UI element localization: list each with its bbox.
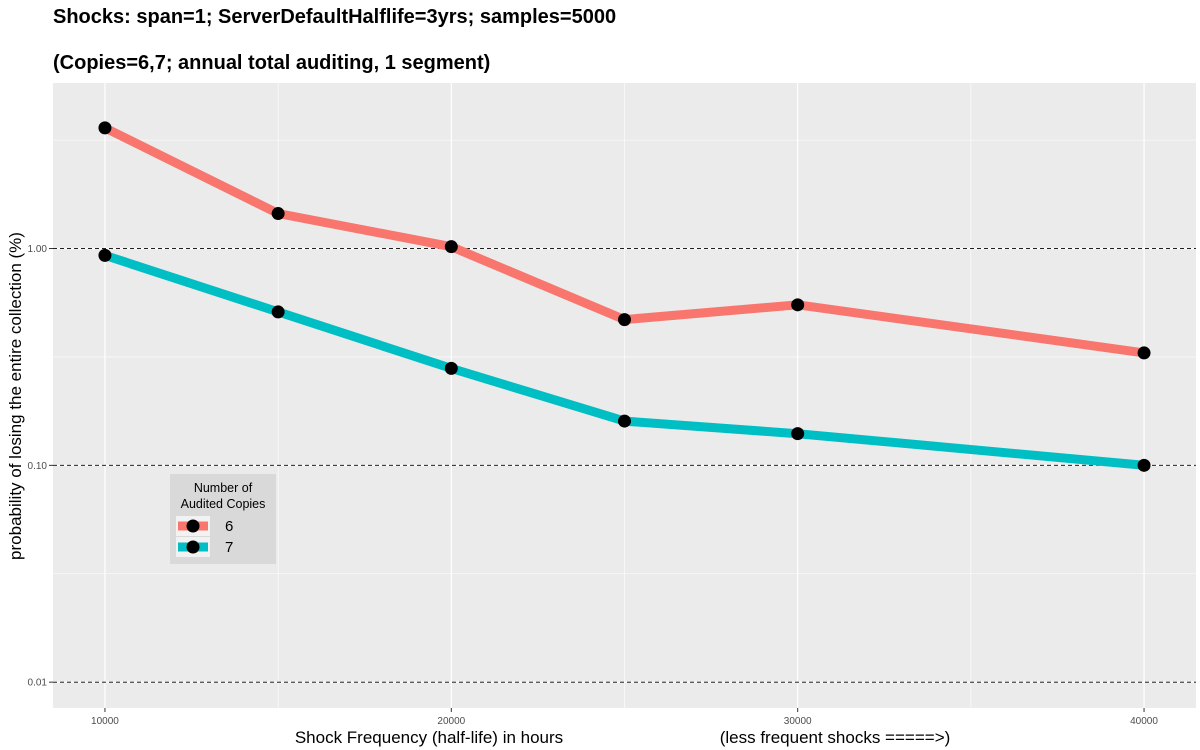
chart-title: Shocks: span=1; ServerDefaultHalflife=3y… xyxy=(53,6,617,28)
legend-title-line2: Audited Copies xyxy=(181,497,266,511)
legend-key-point-7 xyxy=(186,540,200,554)
data-point-7 xyxy=(271,305,285,319)
legend-label-6: 6 xyxy=(225,518,233,535)
x-axis-title: Shock Frequency (half-life) in hours xyxy=(295,728,563,747)
x-tick-label: 10000 xyxy=(91,716,119,727)
data-point-6 xyxy=(618,313,631,327)
x-tick-label: 20000 xyxy=(437,716,465,727)
series-line-7 xyxy=(103,251,1145,470)
x-axis-note: (less frequent shocks =====>) xyxy=(720,728,951,747)
legend-key-point-6 xyxy=(186,519,200,533)
data-point-6 xyxy=(98,121,112,135)
reference-lines xyxy=(53,248,1196,683)
y-axis-ticks: 0.01 0.10 1.00 xyxy=(28,244,53,689)
data-point-6 xyxy=(1137,346,1151,360)
data-point-7 xyxy=(1137,458,1151,472)
x-axis-ticks: 10000 20000 30000 40000 xyxy=(91,708,1158,727)
y-axis-title: probability of losing the entire collect… xyxy=(6,232,25,560)
data-point-6 xyxy=(444,240,458,254)
y-tick-label: 0.10 xyxy=(28,461,48,472)
x-tick-label: 40000 xyxy=(1130,716,1158,727)
y-tick-label: 1.00 xyxy=(28,244,48,255)
y-tick-label: 0.01 xyxy=(28,678,48,689)
data-point-6 xyxy=(791,298,805,312)
legend: Number of Audited Copies 67 xyxy=(170,474,276,564)
legend-label-7: 7 xyxy=(225,539,233,556)
chart-subtitle: (Copies=6,7; annual total auditing, 1 se… xyxy=(53,52,491,74)
legend-title-line1: Number of xyxy=(194,481,253,495)
series-lines xyxy=(103,123,1145,470)
data-point-6 xyxy=(271,207,285,221)
data-point-7 xyxy=(98,248,112,262)
legend-items: 67 xyxy=(176,516,233,557)
data-point-7 xyxy=(444,361,458,375)
minor-gridlines xyxy=(53,83,1196,708)
series-line-6 xyxy=(103,123,1145,358)
data-points xyxy=(98,121,1151,472)
data-point-7 xyxy=(791,427,805,441)
x-tick-label: 30000 xyxy=(784,716,812,727)
data-point-7 xyxy=(618,414,631,428)
